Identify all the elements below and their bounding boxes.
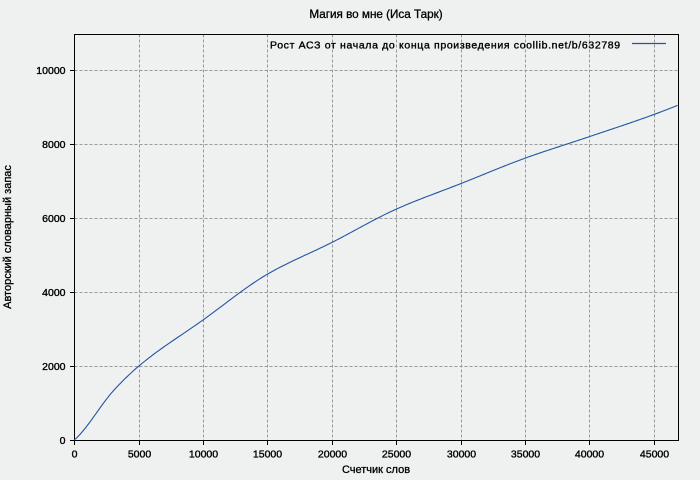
svg-text:15000: 15000 [253, 449, 282, 461]
svg-text:5000: 5000 [128, 449, 152, 461]
svg-text:30000: 30000 [447, 449, 476, 461]
svg-text:25000: 25000 [382, 449, 411, 461]
svg-text:Рост АСЗ от начала до конца пр: Рост АСЗ от начала до конца произведения… [270, 40, 621, 52]
svg-text:10000: 10000 [36, 65, 65, 77]
svg-text:45000: 45000 [640, 449, 669, 461]
svg-text:6000: 6000 [42, 213, 66, 225]
svg-text:40000: 40000 [575, 449, 604, 461]
svg-text:20000: 20000 [318, 449, 347, 461]
svg-text:0: 0 [72, 449, 78, 461]
svg-text:35000: 35000 [511, 449, 540, 461]
svg-text:0: 0 [60, 435, 66, 447]
svg-text:10000: 10000 [189, 449, 218, 461]
svg-text:4000: 4000 [42, 287, 66, 299]
svg-text:2000: 2000 [42, 361, 66, 373]
svg-text:8000: 8000 [42, 139, 66, 151]
